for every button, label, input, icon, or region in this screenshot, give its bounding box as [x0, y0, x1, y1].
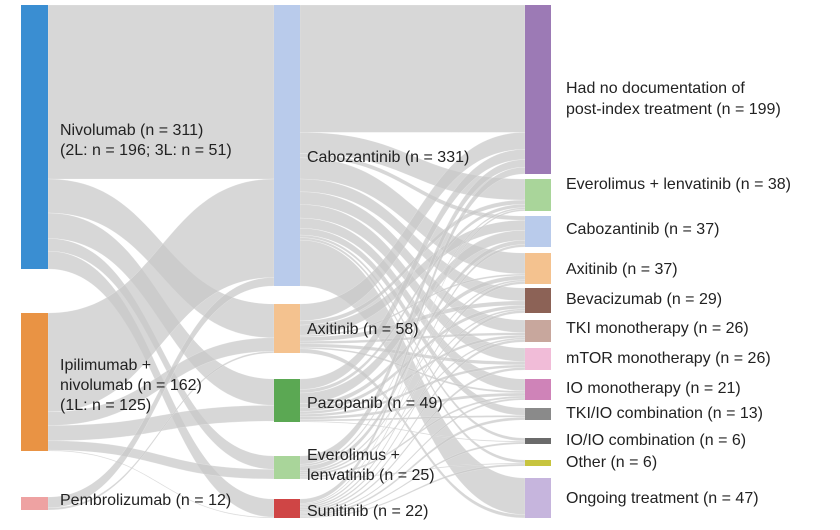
- node-bar-nodoc: [525, 5, 551, 174]
- node-bar-pazo2: [274, 379, 300, 422]
- node-label-ongoing-treatment-3l: Ongoing treatment (n = 47): [566, 490, 759, 507]
- node-bar-other3: [525, 460, 551, 466]
- node-bar-evelen2: [274, 456, 300, 479]
- node-bar-evelen3: [525, 179, 551, 211]
- node-label-tki-io-combination-3l: TKI/IO combination (n = 13): [566, 405, 763, 422]
- node-label-tki-monotherapy-3l: TKI monotherapy (n = 26): [566, 320, 749, 337]
- node-bar-axi2: [274, 304, 300, 353]
- node-label-io-io-combination-3l: IO/IO combination (n = 6): [566, 432, 747, 449]
- node-label-axitinib-2l: Axitinib (n = 58): [307, 321, 419, 338]
- node-bar-nivo: [21, 5, 48, 269]
- node-bar-mtor3: [525, 348, 551, 370]
- node-bar-ongoing3: [525, 478, 551, 518]
- node-label-io-monotherapy-3l: IO monotherapy (n = 21): [566, 380, 741, 397]
- node-bar-ipinivo: [21, 313, 48, 451]
- node-label-ipilimumab-nivolumab: Ipilimumab + nivolumab (n = 162) (1L: n …: [60, 357, 202, 414]
- node-label-everolimus-lenvatinib-3l: Everolimus + lenvatinib (n = 38): [566, 176, 791, 193]
- node-label-cabozantinib-3l: Cabozantinib (n = 37): [566, 221, 720, 238]
- node-bar-tkiio3: [525, 408, 551, 420]
- node-label-sunitinib-2l: Sunitinib (n = 22): [307, 503, 429, 520]
- node-bar-tki3: [525, 320, 551, 342]
- node-bar-axi3: [525, 253, 551, 284]
- nodes-layer: [21, 5, 551, 518]
- node-label-mtor-monotherapy-3l: mTOR monotherapy (n = 26): [566, 350, 771, 367]
- node-bar-beva3: [525, 288, 551, 313]
- node-bar-ioio3: [525, 438, 551, 444]
- node-label-nivolumab: Nivolumab (n = 311) (2L: n = 196; 3L: n …: [60, 122, 232, 159]
- node-bar-io3: [525, 379, 551, 400]
- node-bar-cabo3: [525, 216, 551, 247]
- links-layer: [47, 4, 526, 519]
- node-bar-cabo2: [274, 5, 300, 286]
- node-label-no-documentation: Had no documentation of post-index treat…: [566, 80, 781, 118]
- node-label-bevacizumab-3l: Bevacizumab (n = 29): [566, 291, 723, 308]
- node-label-everolimus-lenvatinib-2l: Everolimus + lenvatinib (n = 25): [307, 447, 435, 484]
- node-label-pazopanib-2l: Pazopanib (n = 49): [307, 395, 443, 412]
- node-label-cabozantinib-2l: Cabozantinib (n = 331): [307, 149, 470, 166]
- node-label-pembrolizumab: Pembrolizumab (n = 12): [60, 492, 232, 509]
- node-bar-suni2: [274, 499, 300, 518]
- node-label-axitinib-3l: Axitinib (n = 37): [566, 261, 678, 278]
- flow-link-cabo2-to-nodoc: [299, 4, 526, 133]
- node-bar-pembro: [21, 497, 48, 510]
- node-label-other-3l: Other (n = 6): [566, 454, 658, 471]
